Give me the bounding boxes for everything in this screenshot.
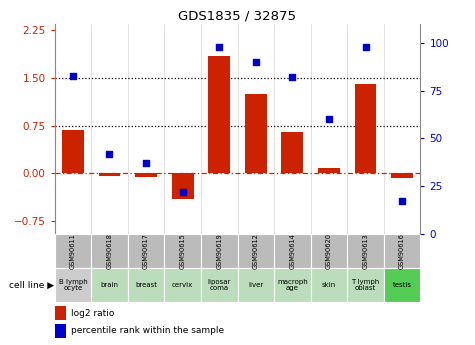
Text: GSM90615: GSM90615 [180, 233, 186, 269]
Text: liposar
coma: liposar coma [208, 279, 231, 292]
Bar [164, 268, 201, 302]
Text: GSM90611: GSM90611 [70, 233, 76, 269]
Text: macroph
age: macroph age [277, 279, 308, 292]
Bar [208, 56, 230, 173]
Text: breast: breast [135, 282, 157, 288]
Bar [55, 306, 66, 320]
Bar [171, 173, 194, 199]
Bar [311, 234, 347, 268]
Text: testis: testis [392, 282, 411, 288]
Bar [384, 234, 420, 268]
Bar [128, 268, 164, 302]
Text: cervix: cervix [172, 282, 193, 288]
Bar [98, 173, 121, 176]
Title: GDS1835 / 32875: GDS1835 / 32875 [179, 10, 296, 23]
Bar [55, 268, 91, 302]
Text: T lymph
oblast: T lymph oblast [352, 279, 380, 292]
Point [105, 151, 113, 156]
Bar [384, 268, 420, 302]
Bar [347, 268, 384, 302]
Point [69, 73, 77, 78]
Bar [347, 234, 384, 268]
Point [398, 198, 406, 204]
Bar [201, 234, 238, 268]
Text: GSM90619: GSM90619 [216, 233, 222, 269]
Bar [245, 94, 267, 173]
Text: cell line ▶: cell line ▶ [9, 280, 54, 289]
Point [179, 189, 186, 195]
Bar [201, 268, 238, 302]
Point [325, 117, 332, 122]
Text: GSM90616: GSM90616 [399, 233, 405, 269]
Bar [91, 234, 128, 268]
Text: percentile rank within the sample: percentile rank within the sample [71, 326, 224, 335]
Bar [128, 234, 164, 268]
Bar [311, 268, 347, 302]
Text: GSM90617: GSM90617 [143, 233, 149, 269]
Bar [354, 85, 377, 173]
Bar [391, 173, 413, 178]
Text: GSM90618: GSM90618 [106, 233, 113, 269]
Bar [318, 168, 340, 173]
Bar [91, 268, 128, 302]
Bar [281, 132, 304, 173]
Point [252, 59, 259, 65]
Text: brain: brain [101, 282, 118, 288]
Text: GSM90620: GSM90620 [326, 233, 332, 269]
Bar [135, 173, 157, 177]
Text: skin: skin [322, 282, 336, 288]
Point [142, 160, 150, 166]
Text: liver: liver [248, 282, 264, 288]
Text: GSM90613: GSM90613 [362, 233, 369, 269]
Bar [274, 234, 311, 268]
Bar [238, 268, 274, 302]
Bar [55, 234, 91, 268]
Point [362, 44, 370, 50]
Bar [274, 268, 311, 302]
Point [216, 44, 223, 50]
Text: B lymph
ocyte: B lymph ocyte [58, 279, 87, 292]
Point [289, 75, 296, 80]
Text: GSM90612: GSM90612 [253, 233, 259, 269]
Text: log2 ratio: log2 ratio [71, 309, 114, 318]
Bar [164, 234, 201, 268]
Bar [238, 234, 274, 268]
Text: GSM90614: GSM90614 [289, 233, 295, 269]
Bar [55, 324, 66, 338]
Bar [62, 130, 84, 173]
